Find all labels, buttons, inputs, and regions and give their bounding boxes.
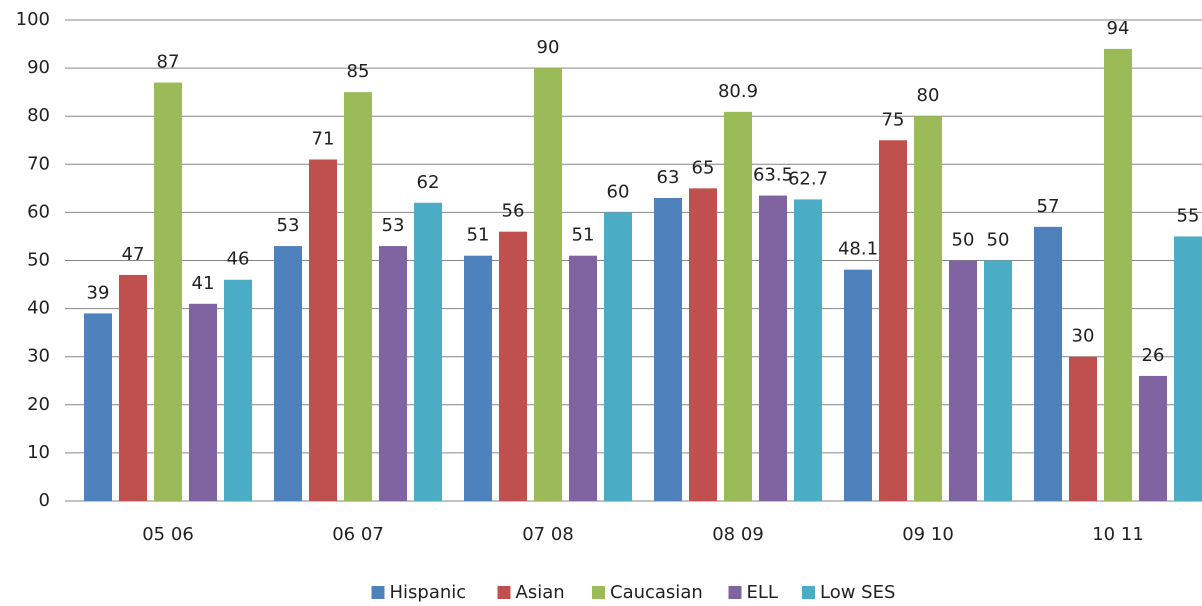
x-tick-label: 06 07	[332, 524, 384, 545]
bar	[1139, 375, 1167, 501]
y-tick-label: 50	[27, 250, 50, 271]
legend-swatch	[592, 586, 605, 599]
bar	[224, 279, 252, 501]
bar	[414, 202, 442, 501]
legend-swatch	[802, 586, 815, 599]
y-tick-label: 20	[27, 394, 50, 415]
x-tick-label: 08 09	[712, 524, 764, 545]
bar	[949, 260, 977, 501]
legend-label: Caucasian	[610, 582, 703, 603]
data-label: 56	[502, 201, 525, 222]
bar	[309, 159, 337, 502]
bar	[154, 82, 182, 501]
data-label: 85	[347, 61, 370, 82]
data-label: 51	[467, 225, 490, 246]
bar	[604, 212, 632, 501]
x-tick-label: 09 10	[902, 524, 954, 545]
x-tick-label: 05 06	[142, 524, 194, 545]
data-label: 62.7	[788, 168, 828, 189]
data-label: 63	[657, 167, 680, 188]
data-label: 87	[157, 52, 180, 73]
data-label: 53	[277, 215, 300, 236]
bar	[379, 246, 407, 501]
bar	[84, 313, 112, 501]
data-label: 39	[87, 282, 110, 303]
data-label: 55	[1177, 205, 1200, 226]
bar	[569, 255, 597, 501]
y-tick-label: 30	[27, 346, 50, 367]
bar	[1104, 48, 1132, 502]
bar	[1069, 356, 1097, 501]
bar	[844, 269, 872, 501]
data-label: 75	[882, 109, 905, 130]
bar	[654, 197, 682, 501]
y-tick-label: 0	[39, 490, 50, 511]
data-label: 60	[607, 181, 630, 202]
data-label: 41	[192, 273, 215, 294]
y-tick-label: 70	[27, 153, 50, 174]
bar	[1034, 226, 1062, 501]
data-label: 26	[1142, 345, 1165, 366]
bar	[794, 199, 822, 501]
legend-label: Low SES	[820, 582, 895, 603]
y-tick-label: 10	[27, 442, 50, 463]
y-tick-label: 60	[27, 201, 50, 222]
data-label: 53	[382, 215, 405, 236]
bar	[879, 140, 907, 501]
data-label: 48.1	[838, 239, 878, 260]
y-tick-label: 100	[16, 9, 50, 30]
legend-swatch	[497, 586, 511, 599]
bar	[984, 260, 1012, 501]
data-label: 71	[312, 128, 335, 149]
bar	[344, 92, 372, 502]
bar	[464, 255, 492, 501]
data-label: 50	[952, 230, 975, 251]
y-tick-label: 80	[27, 105, 50, 126]
x-tick-label: 10 11	[1092, 524, 1144, 545]
y-tick-label: 90	[27, 57, 50, 78]
bar	[499, 231, 527, 501]
bar	[759, 195, 787, 501]
data-label: 46	[227, 249, 250, 270]
bar	[189, 303, 217, 501]
bar	[724, 111, 752, 501]
data-label: 57	[1037, 196, 1060, 217]
data-label: 51	[572, 225, 595, 246]
bar	[534, 68, 562, 501]
bar	[914, 116, 942, 501]
bar	[119, 274, 147, 501]
x-tick-label: 07 08	[522, 524, 574, 545]
legend-swatch	[728, 586, 742, 599]
bar	[1174, 236, 1202, 501]
data-label: 30	[1072, 326, 1095, 347]
data-label: 50	[987, 230, 1010, 251]
y-tick-label: 40	[27, 298, 50, 319]
data-label: 80.9	[718, 81, 758, 102]
legend-label: ELL	[747, 582, 778, 603]
bar	[689, 188, 717, 501]
data-label: 94	[1107, 18, 1130, 39]
legend-label: Asian	[516, 582, 565, 603]
bar	[274, 246, 302, 501]
legend-swatch	[371, 586, 385, 599]
data-label: 63.5	[753, 165, 793, 186]
data-label: 47	[122, 244, 145, 265]
data-label: 62	[417, 172, 440, 193]
data-label: 90	[537, 37, 560, 58]
data-label: 65	[692, 157, 715, 178]
legend-label: Hispanic	[390, 582, 467, 603]
data-label: 80	[917, 85, 940, 106]
